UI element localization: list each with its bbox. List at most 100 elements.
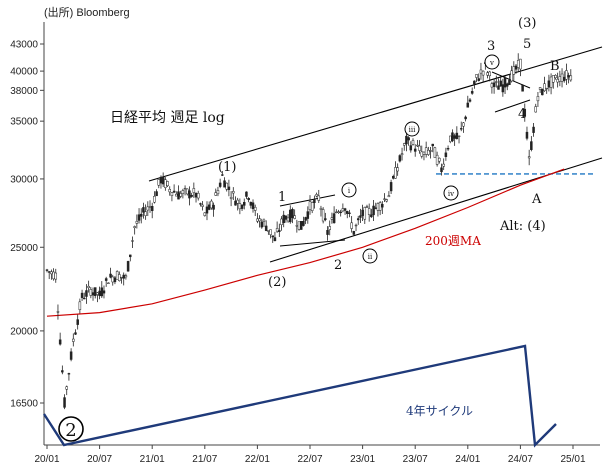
four-year-cycle-line (42, 344, 557, 448)
wave-3-label: (3) (518, 16, 536, 31)
price-candle-body (232, 191, 235, 194)
y-tick-label: 43000 (10, 40, 38, 51)
price-candle-body (352, 231, 356, 235)
wave-1-label: (1) (218, 160, 236, 175)
price-candle-body (264, 225, 268, 231)
price-candle-body (527, 156, 531, 159)
price-candle-body (350, 222, 353, 229)
price-candle-body (565, 70, 568, 80)
circle-ii-text: ii (368, 253, 373, 261)
price-candle-body (405, 135, 408, 145)
price-candle-body (269, 229, 272, 235)
price-candle-body (411, 140, 415, 145)
price-candle-body (387, 195, 391, 198)
price-candle-body (291, 209, 294, 218)
price-candle-body (177, 191, 180, 200)
sub-wave-5-label: 5 (523, 37, 531, 52)
sub-wave-4-label: 4 (518, 107, 526, 122)
price-candle-body (87, 285, 90, 289)
price-candle-body (543, 83, 546, 92)
price-candle-body (207, 204, 211, 210)
price-candle-body (286, 217, 290, 222)
price-candle-body (468, 99, 472, 102)
x-tick-label: 24/07 (508, 454, 533, 465)
price-candle-body (457, 135, 461, 137)
price-candle-body (245, 191, 248, 197)
price-candle-body (216, 190, 220, 195)
price-candle-body (481, 70, 485, 76)
price-candle-body (218, 182, 222, 187)
price-candle-body (273, 237, 277, 242)
price-candle-body (508, 79, 511, 85)
price-candle-body (282, 214, 285, 224)
circle-v-marker: v (484, 54, 500, 70)
price-candle-body (407, 137, 410, 141)
price-candle-body (256, 218, 259, 222)
price-candle-body (512, 66, 516, 75)
price-candle-body (72, 338, 75, 342)
y-tick-label: 35000 (10, 117, 38, 128)
x-tick-label: 23/07 (403, 454, 428, 465)
price-candle-body (166, 181, 169, 187)
price-candle-body (260, 221, 264, 228)
price-candle-body (503, 77, 507, 88)
alt-wave-label: Alt: (4) (499, 219, 546, 234)
price-candle-body (530, 141, 533, 150)
price-candle-body (525, 131, 529, 139)
price-candle-body (510, 70, 513, 82)
price-candle-body (383, 198, 386, 200)
price-candle-body (497, 85, 500, 90)
circle-2-marker: 2 (58, 416, 84, 442)
x-tick-label: 20/07 (87, 454, 112, 465)
price-candle-body (52, 271, 55, 280)
price-candle-body (170, 192, 174, 196)
price-candle-body (247, 198, 250, 201)
price-candle-body (486, 72, 489, 76)
y-tick-label: 40000 (10, 67, 38, 78)
y-tick-label: 16500 (10, 399, 38, 410)
price-candle-body (453, 135, 456, 139)
price-candle-body (137, 214, 141, 221)
price-candle-body (271, 235, 274, 238)
price-candle-body (67, 373, 71, 375)
price-candle-body (50, 271, 53, 275)
price-candle-body (133, 226, 136, 228)
price-candle-body (356, 218, 360, 221)
price-candle-body (435, 154, 439, 165)
price-candle-body (118, 274, 121, 282)
circle-i-marker: i (341, 182, 357, 198)
price-candle-body (83, 297, 86, 300)
price-candle-body (280, 218, 283, 225)
price-candle-body (61, 370, 64, 373)
price-candle-body (396, 167, 399, 172)
x-tick-label: 20/01 (34, 454, 59, 465)
price-candle-body (236, 199, 239, 204)
price-candle-body (161, 176, 165, 185)
channel-upper-line (148, 46, 603, 182)
price-candle-body (142, 207, 145, 213)
price-candle-body (332, 213, 336, 224)
price-candle-body (438, 157, 441, 162)
price-candle-body (306, 211, 310, 219)
price-candle-body (418, 145, 421, 151)
price-candle-body (89, 289, 93, 296)
price-candle-body (346, 211, 349, 214)
price-candle-body (354, 224, 358, 227)
price-candle-body (402, 143, 406, 146)
price-candle-body (473, 80, 476, 85)
price-candle-body (295, 225, 299, 227)
price-candle-body (304, 217, 307, 221)
price-candle-body (91, 292, 95, 296)
sub-wave-3-label: 3 (487, 39, 495, 54)
price-candle-body (201, 204, 204, 207)
triangle-upper-line (279, 194, 336, 207)
price-candle-body (148, 206, 152, 208)
price-candle-body (168, 189, 171, 193)
price-candle-body (129, 254, 132, 258)
price-candle-body (495, 81, 498, 83)
price-candle-body (370, 214, 373, 218)
x-tick-label: 22/01 (245, 454, 270, 465)
price-candle-body (196, 192, 200, 199)
price-candle-body (183, 187, 187, 190)
price-candle-body (372, 205, 375, 216)
